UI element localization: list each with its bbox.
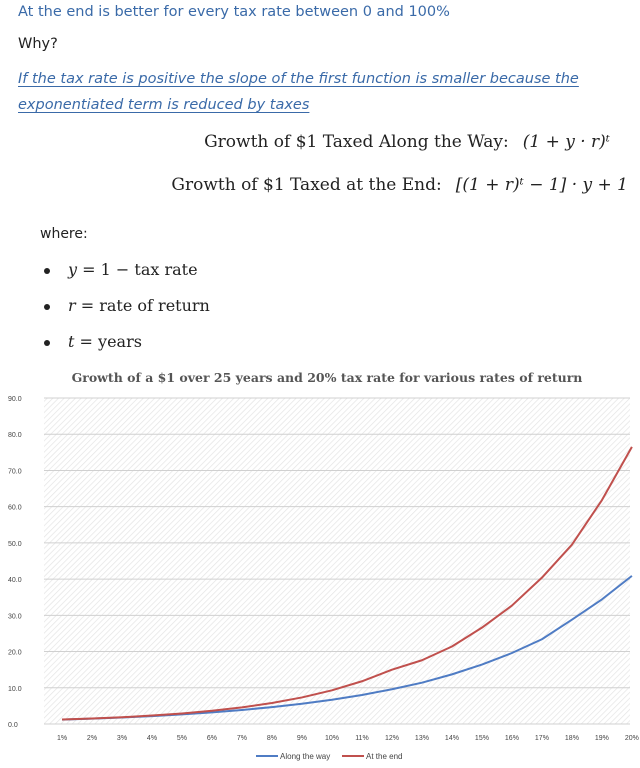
heading: At the end is better for every tax rate …: [18, 4, 450, 20]
y-tick-label: 30.0: [8, 613, 22, 620]
formula-label: Growth of $1 Taxed Along the Way:: [204, 132, 509, 152]
y-tick-label: 80.0: [8, 432, 22, 439]
formula-expression: [(1 + r)ᵗ − 1] · y + 1: [455, 175, 628, 195]
grid-lines: [44, 397, 630, 725]
y-tick-label: 10.0: [8, 686, 22, 693]
y-tick-label: 20.0: [8, 650, 22, 657]
explanation-text: If the tax rate is positive the slope of…: [18, 71, 579, 113]
explanation-note: If the tax rate is positive the slope of…: [18, 66, 618, 118]
series-line: [61, 446, 633, 721]
definition-item: r = rate of return: [44, 294, 210, 330]
definition-text: = years: [79, 332, 142, 351]
where-label: where:: [40, 226, 88, 242]
x-tick-label: 1%: [57, 735, 67, 742]
definition-item: y = 1 − tax rate: [44, 258, 210, 294]
y-tick-label: 90.0: [8, 396, 22, 403]
definition-text: = 1 − tax rate: [82, 260, 198, 279]
y-tick-label: 70.0: [8, 468, 22, 475]
legend-label: At the end: [366, 752, 402, 761]
x-tick-label: 4%: [147, 735, 157, 742]
chart-title: Growth of a $1 over 25 years and 20% tax…: [72, 370, 583, 385]
x-tick-label: 12%: [385, 735, 399, 742]
x-tick-label: 5%: [177, 735, 187, 742]
x-tick-label: 15%: [475, 735, 489, 742]
y-tick-label: 50.0: [8, 541, 22, 548]
x-tick-label: 19%: [595, 735, 609, 742]
x-tick-label: 10%: [325, 735, 339, 742]
x-tick-label: 18%: [565, 735, 579, 742]
definition-text: = rate of return: [80, 296, 210, 315]
bullet-icon: [44, 339, 50, 346]
formula-along-the-way: Growth of $1 Taxed Along the Way: (1 + y …: [204, 132, 610, 152]
x-tick-label: 16%: [505, 735, 519, 742]
definition-var: r: [68, 296, 76, 315]
x-tick-label: 20%: [625, 735, 639, 742]
formula-expression: (1 + y · r)ᵗ: [522, 132, 610, 152]
x-tick-label: 9%: [297, 735, 307, 742]
x-tick-label: 8%: [267, 735, 277, 742]
series-lines: [61, 446, 633, 721]
why-label: Why?: [18, 36, 58, 52]
legend: Along the way At the end: [256, 752, 402, 761]
y-tick-label: 0.0: [8, 722, 18, 729]
definition-var: y: [68, 260, 78, 279]
x-tick-label: 13%: [415, 735, 429, 742]
formula-label: Growth of $1 Taxed at the End:: [171, 175, 442, 195]
definition-var: t: [68, 332, 75, 351]
x-tick-label: 2%: [87, 735, 97, 742]
bullet-icon: [44, 267, 50, 274]
x-tick-label: 11%: [355, 735, 369, 742]
y-axis: 0.0 10.0 20.0 30.0 40.0 50.0 60.0 70.0 80.0 90.0: [8, 396, 22, 729]
x-tick-label: 14%: [445, 735, 459, 742]
plot-area: [44, 398, 630, 724]
x-axis: 1% 2% 3% 4% 5% 6% 7% 8% 9% 10% 11% 12% 13% 14% 15% 16% 1…: [57, 735, 639, 742]
bullet-icon: [44, 303, 50, 310]
formula-at-the-end: Growth of $1 Taxed at the End: [(1 + r)ᵗ …: [171, 175, 628, 195]
x-tick-label: 17%: [535, 735, 549, 742]
x-tick-label: 3%: [117, 735, 127, 742]
legend-label: Along the way: [280, 752, 330, 761]
definition-item: t = years: [44, 330, 210, 366]
y-tick-label: 40.0: [8, 577, 22, 584]
definitions-list: y = 1 − tax rate r = rate of return t = …: [44, 258, 210, 366]
y-tick-label: 60.0: [8, 505, 22, 512]
x-tick-label: 6%: [207, 735, 217, 742]
x-tick-label: 7%: [237, 735, 247, 742]
growth-chart: Growth of a $1 over 25 years and 20% tax…: [8, 370, 639, 761]
